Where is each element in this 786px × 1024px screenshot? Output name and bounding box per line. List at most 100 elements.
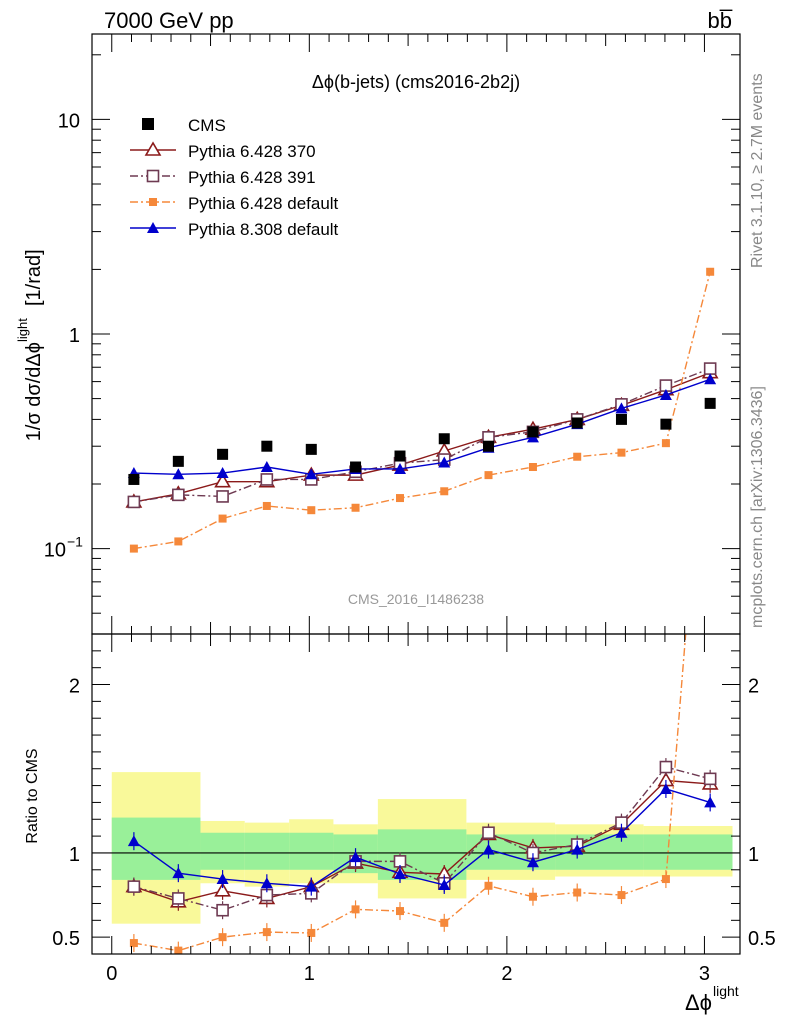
main-ylabel: 1/σ dσ/dΔϕ light [1/rad]	[15, 249, 45, 441]
ratio-point	[307, 928, 316, 937]
series-point	[440, 487, 449, 496]
series-point	[704, 373, 717, 385]
legend-label: Pythia 8.308 default	[188, 220, 339, 239]
series-point	[260, 473, 274, 486]
ratio-ytick-label-right: 1	[748, 844, 759, 866]
series-main-2	[129, 267, 715, 553]
xtick-label: 3	[699, 963, 710, 985]
series-point	[484, 471, 493, 480]
ratio-line	[133, 779, 711, 903]
ratio-point	[305, 880, 318, 892]
data-point	[571, 417, 583, 429]
ratio-point	[703, 772, 717, 786]
ratio-point	[526, 856, 539, 868]
ratio-point	[218, 933, 227, 942]
series-point	[615, 402, 628, 414]
ratio-point	[704, 796, 717, 808]
series-line	[133, 372, 711, 503]
xtick-label: 0	[106, 963, 117, 985]
ratio-point	[129, 939, 138, 948]
series-point	[260, 461, 273, 473]
series-main-3	[127, 373, 717, 480]
ratio-point	[349, 851, 362, 863]
ratio-ticks: 0.5 0.5 1 1 2 2 0 1 2 3	[52, 633, 776, 985]
ratio-point	[482, 826, 495, 840]
ratio-point	[659, 760, 673, 774]
legend-label: Pythia 6.428 370	[188, 142, 316, 161]
ratio-ytick-label-right: 2	[748, 676, 759, 698]
series-point	[706, 267, 715, 276]
ratio-band-inner	[244, 832, 290, 870]
series-point	[216, 467, 229, 479]
main-ylabel-sup: light	[15, 318, 30, 342]
series-point	[262, 501, 271, 510]
series-point	[661, 439, 670, 448]
ratio-point	[617, 891, 626, 900]
ratio-ytick-label: 2	[69, 676, 80, 698]
ratio-point	[528, 892, 537, 901]
ratio-point	[351, 905, 360, 914]
ratio-point	[484, 881, 493, 890]
ratio-point	[127, 835, 140, 847]
data-point	[350, 461, 362, 473]
series-ratio-3	[127, 779, 717, 896]
ratio-point	[706, 327, 714, 335]
series-point	[172, 468, 185, 480]
xtick-label: 2	[501, 963, 512, 985]
series-main-0	[125, 364, 719, 508]
series-point	[307, 506, 316, 515]
series-line	[133, 367, 711, 503]
data-point	[660, 418, 672, 430]
main-ytick-label: 10	[58, 110, 80, 132]
data-point	[217, 448, 229, 460]
ratio-point	[571, 843, 584, 855]
legend-marker	[149, 198, 157, 206]
ratio-point	[262, 928, 271, 937]
ratio-point	[615, 826, 628, 838]
xtick-label: 1	[304, 963, 315, 985]
data-point	[615, 413, 627, 425]
series-point	[174, 537, 183, 546]
series-ratio-2	[129, 327, 714, 954]
chart-title: Δϕ(b-jets) (cms2016-2b2j)	[312, 72, 520, 92]
ratio-point	[260, 877, 273, 889]
series-point	[214, 473, 231, 488]
series-line	[133, 378, 711, 475]
ratio-point	[127, 880, 141, 893]
ratio-band-inner	[200, 832, 245, 870]
ratio-band-inner	[289, 832, 334, 870]
series-point	[617, 448, 626, 457]
ratio-point	[395, 907, 404, 916]
watermark: CMS_2016_I1486238	[348, 591, 484, 607]
series-point	[573, 452, 582, 461]
ratio-point	[661, 875, 670, 884]
header-right: bb̅	[708, 8, 733, 33]
ratio-data-layer	[125, 327, 719, 954]
ratio-point	[216, 903, 229, 917]
legend-marker	[144, 141, 162, 156]
legend-label: Pythia 6.428 default	[188, 194, 339, 213]
ratio-point	[172, 892, 185, 905]
xlabel: Δϕ	[685, 990, 712, 1015]
legend-marker	[147, 222, 159, 233]
ratio-point	[659, 782, 672, 794]
data-points	[128, 397, 716, 485]
ratio-ytick-label: 1	[69, 844, 80, 866]
legend-marker	[146, 169, 160, 183]
main-ytick-label-exp: −1	[67, 534, 83, 550]
series-point	[528, 463, 537, 472]
ratio-ytick-label: 0.5	[52, 928, 80, 950]
ratio-point	[216, 873, 229, 885]
ratio-ylabel: Ratio to CMS	[24, 748, 41, 843]
ratio-band-inner	[466, 834, 556, 870]
legend-cms-marker	[142, 118, 154, 130]
series-point	[438, 456, 451, 468]
data-point	[704, 397, 716, 409]
ratio-point	[393, 868, 406, 879]
data-point	[483, 440, 495, 452]
ratio-line	[133, 766, 711, 911]
ratio-point	[440, 918, 449, 927]
ratio-line	[133, 788, 711, 888]
main-data-layer	[125, 267, 719, 553]
